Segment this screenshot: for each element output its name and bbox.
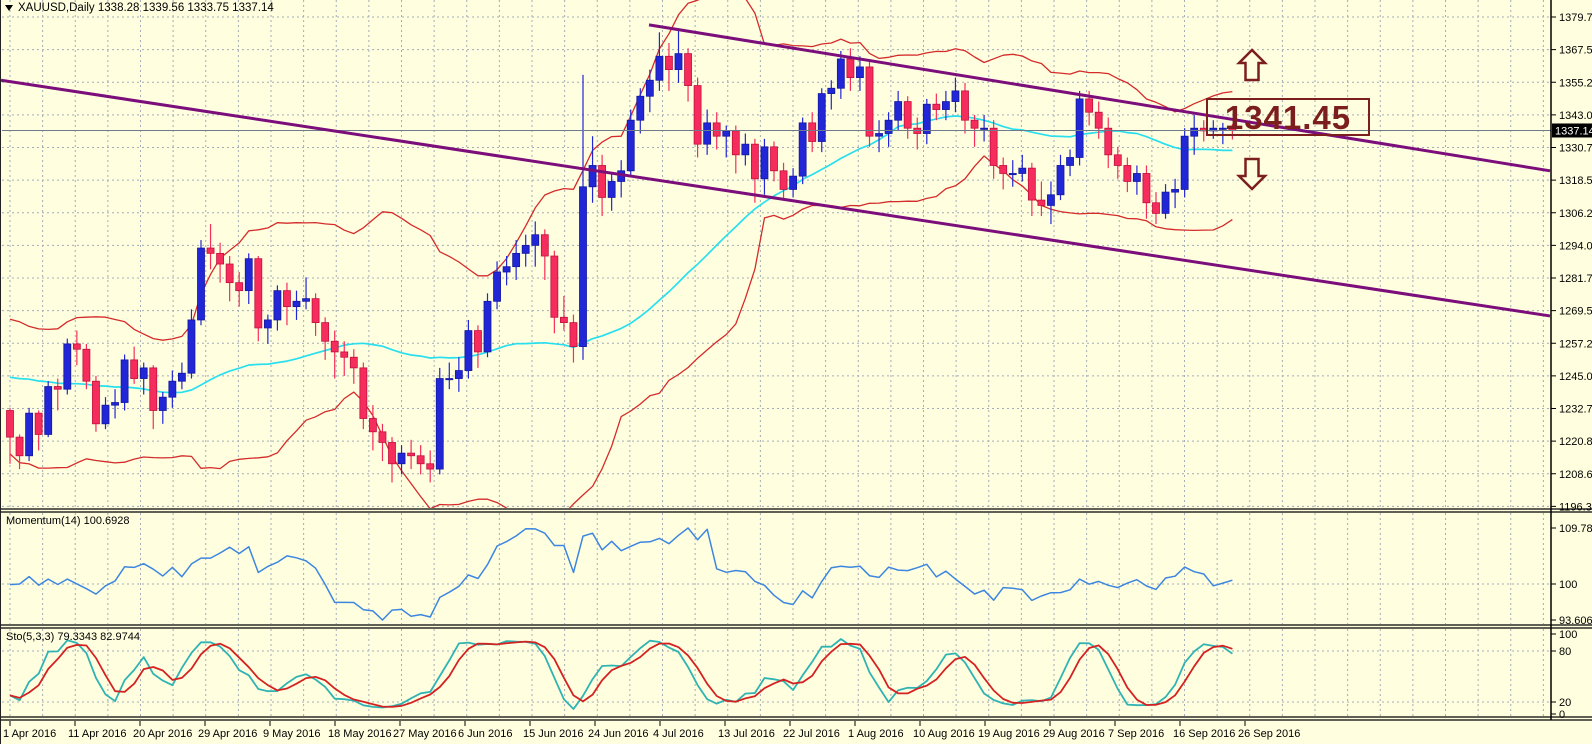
chart-title-bar: XAUUSD,Daily 1338.28 1339.56 1333.75 133… — [5, 2, 274, 14]
svg-text:1306.25: 1306.25 — [1559, 208, 1592, 220]
svg-text:100: 100 — [1559, 629, 1577, 641]
grid — [2, 0, 1551, 716]
svg-text:0: 0 — [1559, 709, 1565, 721]
svg-text:29 Apr 2016: 29 Apr 2016 — [198, 728, 257, 740]
current-price-tag — [1552, 123, 1592, 138]
svg-text:4 Jul 2016: 4 Jul 2016 — [653, 728, 704, 740]
svg-text:1330.75: 1330.75 — [1559, 143, 1592, 155]
svg-text:1379.75: 1379.75 — [1559, 12, 1592, 24]
trendline-1[interactable] — [1, 78, 1551, 318]
svg-text:13 Jul 2016: 13 Jul 2016 — [718, 728, 775, 740]
svg-text:1281.75: 1281.75 — [1559, 273, 1592, 285]
symbol-ohlc-label: XAUUSD,Daily 1338.28 1339.56 1333.75 133… — [18, 2, 274, 14]
svg-text:20: 20 — [1559, 697, 1571, 709]
up-arrow-icon[interactable] — [1235, 48, 1269, 82]
svg-text:1367.50: 1367.50 — [1559, 45, 1592, 57]
candlesticks — [6, 29, 1237, 483]
svg-text:29 Aug 2016: 29 Aug 2016 — [1043, 728, 1105, 740]
svg-text:10 Aug 2016: 10 Aug 2016 — [913, 728, 975, 740]
current-price-tag-text: 1337.14 — [1555, 125, 1592, 137]
price-callout-label[interactable]: 1341.45 — [1206, 98, 1370, 136]
symbol-dropdown-icon[interactable] — [5, 5, 13, 11]
svg-text:1355.25: 1355.25 — [1559, 77, 1592, 89]
svg-text:26 Sep 2016: 26 Sep 2016 — [1238, 728, 1300, 740]
svg-text:9 May 2016: 9 May 2016 — [263, 728, 320, 740]
svg-text:1 Apr 2016: 1 Apr 2016 — [3, 728, 56, 740]
svg-text:80: 80 — [1559, 646, 1571, 658]
svg-text:24 Jun 2016: 24 Jun 2016 — [588, 728, 649, 740]
svg-text:27 May 2016: 27 May 2016 — [393, 728, 457, 740]
moving-average-line — [9, 115, 1233, 394]
trendline-2[interactable] — [648, 23, 1551, 173]
svg-text:1196.35: 1196.35 — [1559, 501, 1592, 513]
svg-text:1245.00: 1245.00 — [1559, 371, 1592, 383]
svg-text:1232.75: 1232.75 — [1559, 404, 1592, 416]
svg-text:1220.85: 1220.85 — [1559, 436, 1592, 448]
down-arrow-icon[interactable] — [1235, 157, 1269, 191]
svg-text:20 Apr 2016: 20 Apr 2016 — [133, 728, 192, 740]
svg-text:1318.50: 1318.50 — [1559, 175, 1592, 187]
momentum-line — [9, 527, 1233, 621]
svg-text:1343.00: 1343.00 — [1559, 110, 1592, 122]
svg-text:6 Jun 2016: 6 Jun 2016 — [458, 728, 512, 740]
price-axis[interactable]: 1379.75 1367.50 1355.25 1343.00 1330.75 1318.… — [1551, 12, 1592, 721]
svg-text:7 Sep 2016: 7 Sep 2016 — [1108, 728, 1164, 740]
bollinger-upper-band-line — [9, 0, 1233, 341]
svg-text:1 Aug 2016: 1 Aug 2016 — [848, 728, 904, 740]
svg-text:1257.25: 1257.25 — [1559, 338, 1592, 350]
stochastic-signal-line — [9, 640, 1233, 708]
svg-text:109.7876: 109.7876 — [1559, 523, 1592, 535]
date-axis[interactable]: 1 Apr 2016 11 Apr 2016 20 Apr 2016 29 Apr 2… — [3, 721, 1300, 740]
svg-text:93.6063: 93.6063 — [1559, 615, 1592, 627]
stochastic-indicator-label: Sto(5,3,3) 79.3343 82.9744 — [6, 631, 140, 643]
svg-text:19 Aug 2016: 19 Aug 2016 — [978, 728, 1040, 740]
svg-text:15 Jun 2016: 15 Jun 2016 — [523, 728, 584, 740]
momentum-indicator-label: Momentum(14) 100.6928 — [6, 515, 130, 527]
svg-text:1294.00: 1294.00 — [1559, 240, 1592, 252]
svg-text:1269.50: 1269.50 — [1559, 306, 1592, 318]
svg-text:1208.60: 1208.60 — [1559, 469, 1592, 481]
svg-text:22 Jul 2016: 22 Jul 2016 — [783, 728, 840, 740]
svg-text:100: 100 — [1559, 579, 1577, 591]
svg-text:18 May 2016: 18 May 2016 — [328, 728, 392, 740]
svg-text:11 Apr 2016: 11 Apr 2016 — [68, 728, 127, 740]
svg-text:16 Sep 2016: 16 Sep 2016 — [1173, 728, 1235, 740]
